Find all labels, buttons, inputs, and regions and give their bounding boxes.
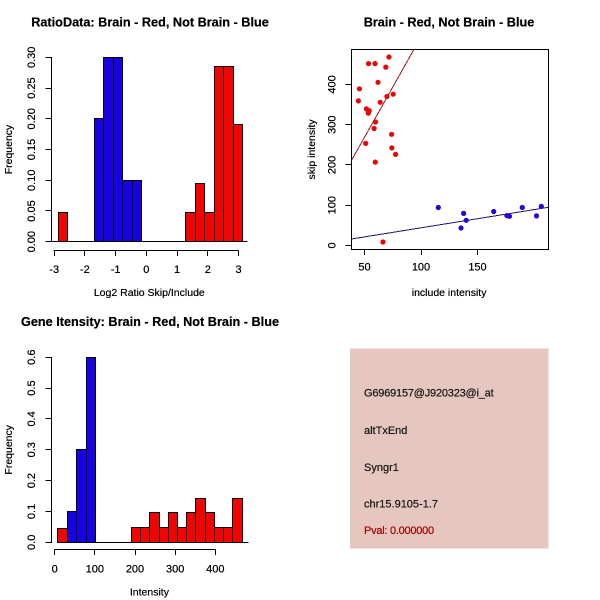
svg-text:RatioData: Brain - Red, Not Br: RatioData: Brain - Red, Not Brain - Blue [31,16,269,30]
svg-text:0.10: 0.10 [26,170,38,191]
svg-text:0.6: 0.6 [26,350,38,365]
svg-text:0.30: 0.30 [26,47,38,68]
svg-text:1: 1 [174,264,180,276]
svg-text:0.1: 0.1 [26,504,38,519]
svg-text:400: 400 [206,564,224,576]
svg-text:150: 150 [468,262,486,274]
svg-text:100: 100 [86,564,104,576]
svg-text:Log2 Ratio Skip/Include: Log2 Ratio Skip/Include [94,287,205,299]
svg-text:0.5: 0.5 [26,380,38,395]
svg-text:-2: -2 [80,264,90,276]
svg-text:Frequency: Frequency [3,124,15,174]
svg-text:100: 100 [327,196,339,214]
svg-text:300: 300 [327,115,339,133]
svg-text:Syngr1: Syngr1 [364,462,399,474]
svg-text:2: 2 [205,264,211,276]
svg-text:200: 200 [327,156,339,174]
svg-text:0: 0 [143,264,149,276]
svg-text:0.3: 0.3 [26,442,38,457]
svg-text:-1: -1 [111,264,121,276]
svg-text:0.0: 0.0 [26,535,38,550]
svg-text:chr15.9105-1.7: chr15.9105-1.7 [364,499,438,511]
svg-text:400: 400 [327,75,339,93]
svg-text:0.15: 0.15 [26,139,38,160]
svg-text:skip intensity: skip intensity [306,119,318,180]
svg-text:0.2: 0.2 [26,473,38,488]
svg-text:Intensity: Intensity [130,587,170,599]
svg-text:300: 300 [166,564,184,576]
svg-text:Frequency: Frequency [3,424,15,474]
svg-text:0.4: 0.4 [26,411,38,426]
svg-text:0.05: 0.05 [26,200,38,221]
svg-text:50: 50 [358,262,370,274]
svg-text:G6969157@J920323@i_at: G6969157@J920323@i_at [364,387,494,399]
svg-text:3: 3 [235,264,241,276]
svg-text:0: 0 [327,242,339,248]
svg-text:0: 0 [52,564,58,576]
svg-text:include intensity: include intensity [412,287,487,299]
svg-text:altTxEnd: altTxEnd [364,425,407,437]
svg-text:Gene Itensity: Brain - Red, No: Gene Itensity: Brain - Red, Not Brain - … [21,315,279,329]
svg-text:100: 100 [412,262,430,274]
svg-text:Brain - Red, Not Brain - Blue: Brain - Red, Not Brain - Blue [364,16,535,30]
svg-text:0.00: 0.00 [26,231,38,252]
svg-text:200: 200 [126,564,144,576]
svg-text:Pval: 0.000000: Pval: 0.000000 [364,525,434,537]
svg-text:-3: -3 [49,264,59,276]
svg-text:0.20: 0.20 [26,108,38,129]
svg-text:0.25: 0.25 [26,77,38,98]
